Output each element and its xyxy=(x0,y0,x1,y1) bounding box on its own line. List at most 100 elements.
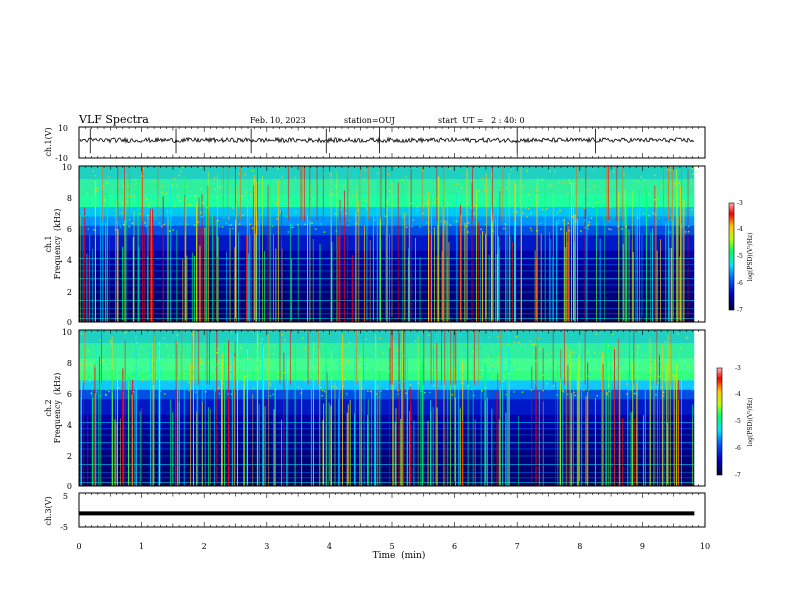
spectrogram-speckle-193 xyxy=(92,170,95,172)
sferic-streak-238 xyxy=(196,200,198,322)
spectrogram-speckle-45 xyxy=(388,370,390,373)
spectrogram-speckle-419 xyxy=(502,375,505,377)
sferic-streak-228 xyxy=(630,412,632,486)
sferic-streak-227 xyxy=(389,234,390,322)
sferic-streak-165 xyxy=(624,190,626,322)
sferic-streak-258 xyxy=(514,220,515,322)
sferic-streak-217 xyxy=(111,368,113,486)
sferic-streak-168 xyxy=(566,231,567,322)
ch2-cbar-tick-m5: -5 xyxy=(735,418,741,425)
sferic-streak-201 xyxy=(262,175,263,322)
spectrogram-speckle-15 xyxy=(646,371,649,373)
spectrogram-speckle-309 xyxy=(428,334,430,337)
spectrogram-speckle-130 xyxy=(545,353,548,355)
sferic-streak-180 xyxy=(498,419,500,486)
sferic-streak-83 xyxy=(264,406,266,486)
sferic-streak-234 xyxy=(667,200,669,322)
spectrogram-speckle-87 xyxy=(602,184,604,186)
spectrogram-speckle-285 xyxy=(523,337,526,340)
spectrogram-speckle-300 xyxy=(414,340,417,342)
spectrogram-speckle-355 xyxy=(649,374,652,376)
spectrogram-speckle-100 xyxy=(492,199,495,202)
spectrogram-speckle-329 xyxy=(343,378,346,380)
spectrogram-speckle-361 xyxy=(236,388,239,391)
sferic-streak-175 xyxy=(80,215,82,322)
spectrogram-speckle-179 xyxy=(164,341,166,343)
spectrogram-speckle-73 xyxy=(373,219,376,221)
spectrogram-speckle-226 xyxy=(518,368,520,370)
sferic-streak-115 xyxy=(215,219,217,322)
sferic-streak-231 xyxy=(459,204,461,322)
sferic-streak-30 xyxy=(443,179,444,322)
spectrogram-speckle-63 xyxy=(487,356,490,358)
sferic-streak-219 xyxy=(150,209,152,322)
spectrogram-speckle-122 xyxy=(159,390,162,393)
spectrogram-speckle-490 xyxy=(171,380,173,382)
spectrogram-speckle-28 xyxy=(642,212,645,215)
sferic-streak-35 xyxy=(237,333,238,486)
sferic-streak-62 xyxy=(217,174,219,322)
spectrogram-speckle-239 xyxy=(136,342,138,344)
spectrogram-speckle-444 xyxy=(451,361,453,364)
sferic-streak-131 xyxy=(177,333,179,486)
spectrogram-speckle-246 xyxy=(86,193,88,195)
spectrogram-speckle-352 xyxy=(434,190,436,193)
spectrogram-speckle-42 xyxy=(532,351,535,353)
spectrogram-speckle-93 xyxy=(515,336,518,338)
sferic-streak-118 xyxy=(497,373,499,486)
spectrogram-speckle-87 xyxy=(664,341,667,343)
spectrogram-speckle-125 xyxy=(583,207,586,209)
sferic-streak-14 xyxy=(373,378,375,486)
sferic-streak-220 xyxy=(115,357,117,486)
spectrogram-speckle-213 xyxy=(152,383,154,386)
spectrogram-speckle-464 xyxy=(622,214,625,217)
sferic-streak-176 xyxy=(414,238,416,322)
spectrogram-speckle-306 xyxy=(134,361,137,363)
spectrogram-speckle-242 xyxy=(596,201,599,203)
intense-streak-9 xyxy=(234,166,236,221)
spectrogram-speckle-20 xyxy=(419,225,421,228)
spectrogram-speckle-99 xyxy=(670,219,673,221)
spectrogram-speckle-303 xyxy=(576,356,578,358)
spectrogram-speckle-134 xyxy=(498,188,501,191)
sferic-streak-68 xyxy=(472,330,474,486)
spectrogram-speckle-218 xyxy=(272,393,274,396)
spectrogram-speckle-46 xyxy=(386,200,388,203)
time-tick-label-10: 10 xyxy=(700,542,710,551)
spectrogram-speckle-194 xyxy=(119,185,121,188)
spectrogram-speckle-17 xyxy=(521,212,524,214)
spectrogram-speckle-339 xyxy=(605,195,607,198)
spectrogram-speckle-187 xyxy=(365,210,367,213)
spectrogram-speckle-9 xyxy=(124,200,127,202)
intense-streak-4 xyxy=(576,166,577,221)
spectrogram-speckle-165 xyxy=(513,391,515,393)
spectrogram-speckle-338 xyxy=(176,184,178,187)
spectrogram-speckle-86 xyxy=(606,393,608,396)
sferic-streak-229 xyxy=(636,382,638,486)
spectrogram-speckle-460 xyxy=(440,179,442,181)
spectrogram-speckle-370 xyxy=(583,219,586,222)
sferic-streak-195 xyxy=(369,239,371,322)
sferic-streak-19 xyxy=(594,397,596,486)
spectrogram-speckle-120 xyxy=(327,368,330,370)
spectrogram-speckle-473 xyxy=(240,347,242,349)
ch1-colorbar-label: log(PSD)(V²/Hz) xyxy=(747,233,754,282)
sferic-streak-223 xyxy=(676,363,678,486)
spectrogram-speckle-122 xyxy=(228,217,230,219)
sferic-streak-80 xyxy=(680,185,681,322)
sferic-streak-77 xyxy=(175,340,177,486)
sferic-streak-182 xyxy=(272,234,274,322)
spectrogram-speckle-385 xyxy=(148,331,151,333)
sferic-streak-205 xyxy=(204,355,206,486)
spectrogram-speckle-267 xyxy=(577,176,579,179)
sferic-streak-181 xyxy=(235,204,237,322)
spectrogram-speckle-282 xyxy=(309,198,312,200)
sferic-streak-93 xyxy=(394,422,396,486)
spectrogram-speckle-389 xyxy=(431,369,433,371)
spectrogram-speckle-416 xyxy=(597,346,599,349)
spectrogram-speckle-82 xyxy=(684,360,686,363)
sferic-streak-94 xyxy=(258,404,260,486)
spectrogram-speckle-453 xyxy=(623,177,625,180)
sferic-streak-138 xyxy=(374,347,376,486)
ch1-cbar-tick-m7: -7 xyxy=(737,307,743,314)
